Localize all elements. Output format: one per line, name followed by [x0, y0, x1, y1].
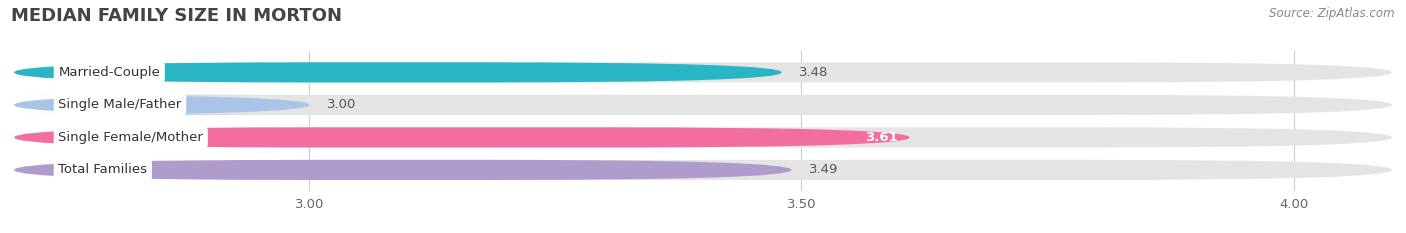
FancyBboxPatch shape — [14, 160, 1392, 180]
FancyBboxPatch shape — [14, 62, 1392, 82]
Text: 3.49: 3.49 — [810, 163, 838, 176]
Text: Single Male/Father: Single Male/Father — [59, 98, 181, 111]
FancyBboxPatch shape — [14, 127, 910, 147]
Text: Source: ZipAtlas.com: Source: ZipAtlas.com — [1270, 7, 1395, 20]
FancyBboxPatch shape — [14, 95, 1392, 115]
FancyBboxPatch shape — [4, 95, 319, 115]
FancyBboxPatch shape — [14, 160, 792, 180]
Text: MEDIAN FAMILY SIZE IN MORTON: MEDIAN FAMILY SIZE IN MORTON — [11, 7, 342, 25]
Text: 3.00: 3.00 — [328, 98, 356, 111]
Text: Single Female/Mother: Single Female/Mother — [59, 131, 204, 144]
Text: Married-Couple: Married-Couple — [59, 66, 160, 79]
Text: Total Families: Total Families — [59, 163, 148, 176]
Text: 3.48: 3.48 — [800, 66, 828, 79]
Text: 3.61: 3.61 — [865, 131, 898, 144]
FancyBboxPatch shape — [14, 127, 1392, 147]
FancyBboxPatch shape — [14, 62, 782, 82]
